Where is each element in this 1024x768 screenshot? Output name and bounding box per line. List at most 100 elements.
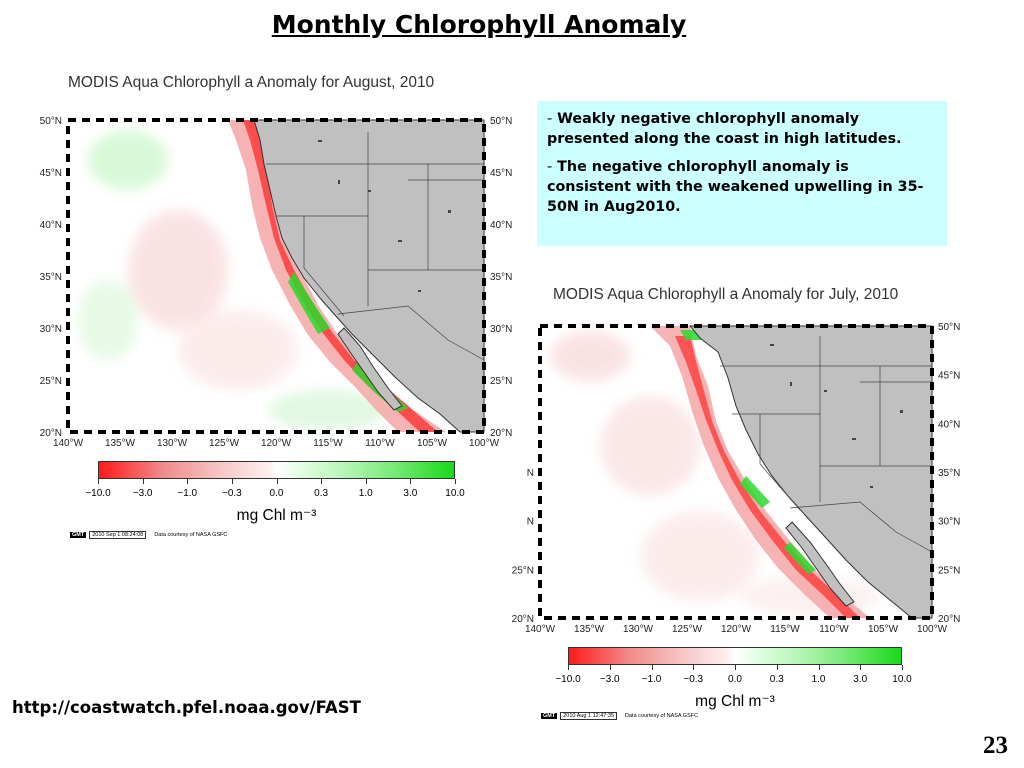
- axis-label: 50°N: [40, 116, 62, 127]
- axis-label: 100°W: [469, 438, 500, 449]
- colorbar-tick-label: −1.0: [641, 674, 662, 685]
- august-map-svg: 50°N 45°N 40°N 35°N 30°N 25°N 20°N 50°N 45°N 40°…: [40, 116, 513, 449]
- colorbar-tick: [651, 665, 653, 670]
- axis-label: 125°W: [672, 624, 703, 635]
- colorbar-tick: [776, 665, 778, 670]
- colorbar-tick-label: −3.0: [132, 488, 153, 499]
- colorbar-unit: mg Chl m⁻³: [695, 693, 775, 710]
- axis-label: 25°N: [490, 376, 512, 387]
- axis-label: 100°W: [917, 624, 948, 635]
- info-bullet-text: Weakly negative chlorophyll anomaly pres…: [547, 111, 902, 147]
- axis-label: 50°N: [490, 116, 512, 127]
- bullet-marker: -: [547, 111, 553, 127]
- offshore-anomaly-haze: [78, 130, 388, 430]
- august-colorbar: −10.0 −3.0 −1.0 −0.3 0.0 0.3 1.0 3.0 10.0 mg Chl…: [85, 461, 465, 531]
- colorbar-tick-label: 1.0: [811, 674, 826, 685]
- colorbar-tick: [455, 479, 456, 484]
- colorbar-tick: [818, 665, 820, 670]
- axis-label: 40°N: [490, 220, 512, 231]
- axis-label: 140°W: [525, 624, 556, 635]
- state-borders: [720, 336, 933, 553]
- axis-label: 135°W: [105, 438, 136, 449]
- colorbar-tick: [187, 479, 189, 484]
- axis-label: 140°W: [53, 438, 84, 449]
- axis-label: 45°N: [490, 168, 512, 179]
- axis-label: 25°N: [512, 565, 534, 576]
- colorbar-tick: [142, 479, 144, 484]
- colorbar-tick-label: 0.0: [269, 488, 284, 499]
- july-map-caption: MODIS Aqua Chlorophyll a Anomaly for Jul…: [553, 286, 899, 303]
- axis-label: 120°W: [721, 624, 752, 635]
- colorbar-tick-label: 1.0: [358, 488, 373, 499]
- colorbar-tick-label: 3.0: [853, 674, 868, 685]
- july-colorbar: −10.0 −3.0 −1.0 −0.3 0.0 0.3 1.0 3.0 10.0 mg Chl…: [555, 647, 925, 717]
- colorbar-tick-label: −10.0: [555, 674, 581, 685]
- july-credit: GMT 2010 Aug 1 12:47:35 Data courtesy of N…: [541, 712, 698, 720]
- baja-peninsula: [785, 521, 855, 607]
- page-number: 23: [983, 732, 1008, 759]
- info-bullet-2: - The negative chlorophyll anomaly is co…: [547, 157, 937, 217]
- colorbar-tick: [98, 479, 99, 484]
- colorbar-tick: [693, 665, 695, 670]
- colorbar-unit: mg Chl m⁻³: [236, 507, 317, 524]
- axis-label: 115°W: [770, 624, 800, 635]
- colorbar-tick: [609, 665, 611, 670]
- info-bullet-text: The negative chlorophyll anomaly is cons…: [547, 159, 924, 215]
- source-url[interactable]: http://coastwatch.pfel.noaa.gov/FAST: [12, 698, 361, 717]
- colorbar-tick: [321, 479, 323, 484]
- axis-label: 30°N: [490, 324, 512, 335]
- colorbar-tick-label: −1.0: [177, 488, 198, 499]
- axis-label: 110°W: [819, 624, 849, 635]
- coastal-strong-negative: [675, 336, 860, 618]
- axis-label: 105°W: [868, 624, 899, 635]
- axis-label: 50°N: [938, 322, 960, 333]
- axis-label: 35°N: [40, 272, 62, 283]
- coastal-positive-patch: [784, 542, 816, 574]
- colorbar-ramp: [98, 461, 455, 479]
- gmt-badge: GMT: [70, 532, 87, 538]
- state-borders: [266, 132, 485, 361]
- axis-label: 120°W: [261, 438, 292, 449]
- axis-label: 40°N: [938, 419, 960, 430]
- colorbar-tick: [860, 665, 862, 670]
- info-box: - Weakly negative chlorophyll anomaly pr…: [537, 101, 947, 246]
- colorbar-tick-label: 10.0: [892, 674, 912, 685]
- map-frame: [538, 324, 934, 620]
- july-map: N N 25°N 20°N 50°N 45°N 40°N 35°N 30°N 25°N 20°N …: [500, 318, 972, 642]
- axis-label: 20°N: [490, 428, 512, 439]
- axis-label: 40°N: [40, 220, 62, 231]
- axis-label: 30°N: [938, 517, 960, 528]
- axis-label: N: [527, 517, 534, 528]
- axis-label: 30°N: [40, 324, 62, 335]
- colorbar-tick-label: −0.3: [683, 674, 704, 685]
- colorbar-tick-label: −0.3: [222, 488, 242, 499]
- axis-label: 35°N: [490, 272, 512, 283]
- colorbar-tick: [568, 665, 569, 670]
- baja-peninsula: [337, 327, 403, 411]
- gmt-badge: GMT: [541, 713, 558, 719]
- axis-label: 130°W: [623, 624, 654, 635]
- coastal-positive-patch: [740, 476, 770, 508]
- august-map: 50°N 45°N 40°N 35°N 30°N 25°N 20°N 50°N 45°N 40°…: [30, 112, 525, 457]
- axis-label: 105°W: [417, 438, 448, 449]
- axis-label: 130°W: [157, 438, 188, 449]
- axis-label: N: [527, 468, 534, 479]
- august-credit: GMT 2010 Sep 1 08:24:08 Data courtesy of N…: [70, 531, 227, 539]
- slide-title: Monthly Chlorophyll Anomaly: [271, 10, 687, 39]
- colorbar-tick-label: 3.0: [403, 488, 418, 499]
- axis-label: 20°N: [938, 614, 960, 625]
- axis-label: 20°N: [512, 614, 534, 625]
- info-bullet-1: - Weakly negative chlorophyll anomaly pr…: [547, 109, 937, 149]
- axis-label: 135°W: [574, 624, 605, 635]
- colorbar-tick: [231, 479, 233, 484]
- credit-timestamp: 2010 Sep 1 08:24:08: [89, 531, 147, 539]
- colorbar-tick: [902, 665, 903, 670]
- colorbar-tick: [410, 479, 412, 484]
- colorbar-tick-label: −10.0: [85, 488, 111, 499]
- axis-label: 45°N: [40, 168, 62, 179]
- coastal-positive-patch: [288, 272, 330, 334]
- colorbar-tick-label: 0.0: [728, 674, 742, 685]
- axis-label: 110°W: [365, 438, 395, 449]
- colorbar-tick-label: 0.3: [314, 488, 329, 499]
